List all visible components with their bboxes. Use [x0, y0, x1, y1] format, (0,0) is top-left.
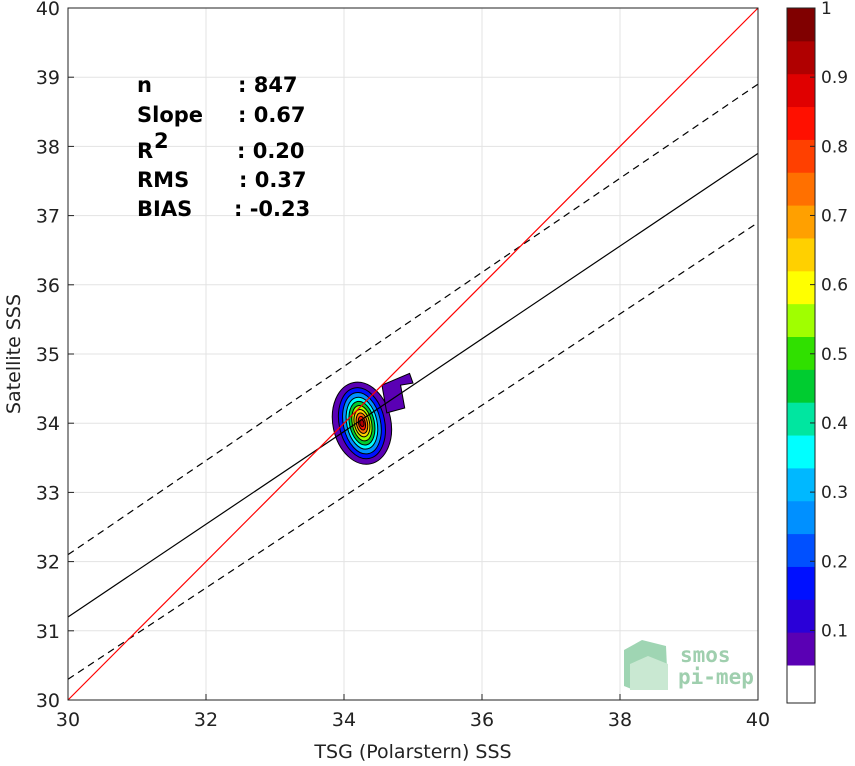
colorbar-tick-label: 0.1 [821, 621, 848, 641]
stat-name: R [137, 139, 153, 163]
colorbar-swatch [787, 139, 815, 173]
y-tick-label: 38 [36, 136, 60, 158]
stat-name: Slope [137, 103, 203, 127]
colorbar-swatch [787, 632, 815, 666]
stat-value: : -0.23 [234, 197, 310, 221]
x-axis-label: TSG (Polarstern) SSS [313, 741, 511, 763]
y-tick-labels: 30 31 32 33 34 35 36 37 38 39 40 [36, 0, 60, 712]
colorbar: 0.1 0.2 0.3 0.4 0.5 0.6 0.7 0.8 0.9 1 [786, 0, 848, 704]
x-tick-labels: 30 32 34 36 38 40 [56, 709, 770, 731]
x-tick-label: 34 [332, 709, 356, 731]
colorbar-tick-label: 0.3 [821, 483, 848, 503]
x-tick-label: 38 [608, 709, 632, 731]
y-tick-label: 37 [36, 206, 60, 228]
stat-value: : 0.37 [239, 168, 307, 192]
colorbar-swatch [787, 73, 815, 108]
colorbar-swatch [787, 369, 815, 403]
colorbar-tick-label: 0.5 [821, 345, 848, 365]
colorbar-swatch [787, 402, 815, 436]
colorbar-swatch [787, 270, 815, 305]
y-tick-label: 36 [36, 275, 60, 297]
stat-superscript: 2 [154, 129, 169, 153]
colorbar-swatch [787, 566, 815, 600]
colorbar-tick-label: 0.9 [821, 68, 848, 88]
smos-pi-mep-logo: smos pi-mep [624, 640, 754, 690]
colorbar-swatch [787, 435, 815, 469]
stat-value: : 0.20 [237, 139, 305, 163]
lower-bound-dashed-line [67, 222, 759, 680]
density-contours [331, 372, 414, 465]
colorbar-tick-label: 0.2 [821, 552, 848, 572]
colorbar-swatch [787, 303, 815, 337]
y-tick-label: 40 [36, 0, 60, 20]
y-tick-label: 31 [36, 621, 60, 643]
plot-frame [67, 7, 759, 701]
stat-value: : 847 [238, 73, 298, 97]
colorbar-tick-label: 0.4 [821, 414, 848, 434]
y-tick-label: 39 [36, 67, 60, 89]
y-tick-label: 32 [36, 552, 60, 574]
colorbar-swatch [787, 205, 815, 239]
x-tick-label: 30 [56, 709, 80, 731]
x-tick-label: 40 [746, 709, 770, 731]
y-tick-label: 35 [36, 344, 60, 366]
y-tick-label: 30 [36, 690, 60, 712]
logo-wave-icon-2 [630, 656, 668, 690]
colorbar-swatch [787, 467, 815, 502]
colorbar-swatch [787, 40, 815, 75]
colorbar-tick-label: 0.7 [821, 206, 848, 226]
stat-name: n [137, 73, 152, 97]
colorbar-swatch [787, 500, 815, 535]
stat-value: : 0.67 [238, 103, 306, 127]
stat-name: BIAS [137, 197, 192, 221]
regression-line [67, 152, 759, 618]
logo-line-2: pi-mep [678, 665, 754, 689]
colorbar-swatch [787, 336, 815, 370]
colorbar-swatch [787, 533, 815, 567]
density-contour-lobe [381, 372, 414, 414]
colorbar-swatch [787, 599, 815, 633]
stat-name: RMS [137, 168, 189, 192]
colorbar-swatch [787, 172, 815, 206]
one-to-one-line [67, 7, 759, 701]
colorbar-swatch [787, 237, 815, 272]
reference-lines [67, 7, 759, 701]
colorbar-swatch [787, 106, 815, 140]
statistics-box: n : 847 Slope : 0.67 R 2 : 0.20 RMS : 0.37 BIAS : … [137, 73, 310, 221]
y-axis-label: Satellite SSS [3, 294, 25, 414]
colorbar-empty-slot [787, 665, 815, 703]
colorbar-swatch [787, 8, 815, 42]
colorbar-tick-label: 0.6 [821, 276, 848, 296]
x-tick-label: 32 [194, 709, 218, 731]
y-tick-label: 34 [36, 413, 60, 435]
x-tick-label: 36 [470, 709, 494, 731]
colorbar-tick-label: 0.8 [821, 137, 848, 157]
y-tick-label: 33 [36, 482, 60, 504]
colorbar-frame [786, 7, 816, 704]
colorbar-tick-label: 1 [821, 0, 832, 19]
logo-line-1: smos [680, 643, 731, 667]
